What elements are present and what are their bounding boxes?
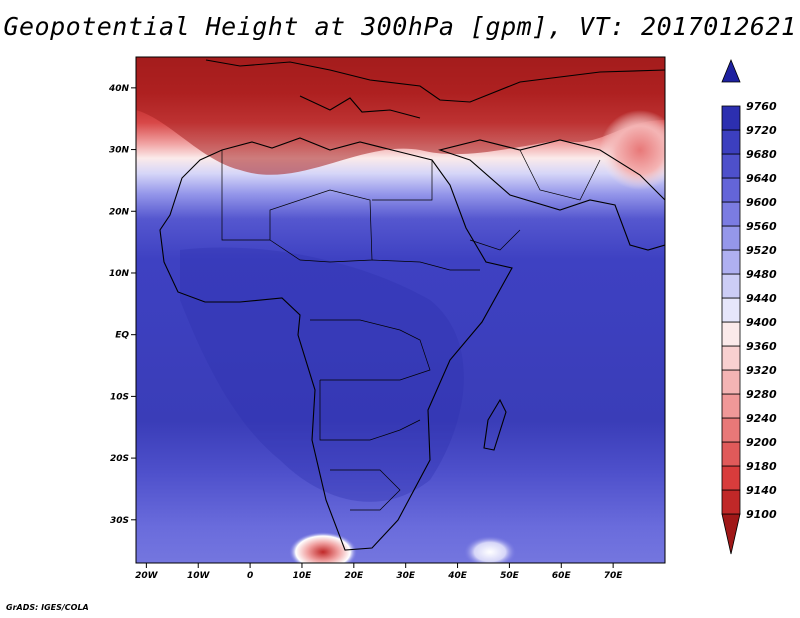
map-frame bbox=[135, 56, 666, 564]
colorbar-label: 9180 bbox=[746, 460, 777, 473]
central-africa-low bbox=[180, 247, 464, 502]
lon-tick-label: 70E bbox=[604, 571, 624, 581]
colorbar-segment bbox=[721, 105, 741, 131]
horn-borders bbox=[469, 229, 521, 251]
colorbar-segment bbox=[721, 513, 741, 555]
colorbar-label: 9600 bbox=[746, 196, 777, 209]
colorbar: 9100 9140 9180 9200 9240 9280 9320 9360 9400 9440… bbox=[721, 58, 777, 555]
map-title: Geopotential Height at 300hPa [gpm], VT:… bbox=[3, 12, 797, 41]
colorbar-label: 9520 bbox=[746, 244, 777, 257]
colorbar-label: 9100 bbox=[746, 508, 777, 521]
colorbar-segment bbox=[721, 369, 741, 395]
colorbar-segment bbox=[721, 297, 741, 323]
lon-tick-label: 60E bbox=[552, 571, 572, 581]
lon-tick-label: 20W bbox=[135, 571, 159, 581]
lon-tick-label: 20E bbox=[344, 571, 364, 581]
colorbar-label: 9760 bbox=[746, 100, 777, 113]
coastlines bbox=[159, 59, 665, 551]
colorbar-segment bbox=[721, 249, 741, 275]
colorbar-segment bbox=[721, 393, 741, 419]
lon-tick-label: 50E bbox=[500, 571, 520, 581]
lat-tick-label: 20N bbox=[109, 207, 130, 217]
map-panel bbox=[136, 57, 665, 563]
colorbar-label: 9240 bbox=[746, 412, 777, 425]
lat-tick-label: 30S bbox=[110, 516, 129, 526]
country-borders bbox=[221, 149, 601, 511]
lon-tick-label: 30E bbox=[396, 571, 416, 581]
colorbar-label: 9400 bbox=[746, 316, 777, 329]
subtropical-ridge bbox=[136, 57, 665, 175]
colorbar-segment bbox=[721, 321, 741, 347]
colorbar-segment bbox=[721, 441, 741, 467]
central-borders bbox=[310, 319, 431, 381]
colorbar-segment bbox=[721, 417, 741, 443]
longitude-axis: 20W 10W 0 10E 20E 30E 40E 50E 60E 70E bbox=[135, 563, 623, 581]
africa-coastline bbox=[159, 137, 513, 551]
indian-ocean-high-spot bbox=[464, 536, 516, 563]
colorbar-segment bbox=[721, 489, 741, 515]
colorbar-segment bbox=[721, 273, 741, 299]
colorbar-segment bbox=[721, 225, 741, 251]
north-africa-borders bbox=[221, 150, 373, 263]
cape-high-spot bbox=[289, 532, 357, 563]
colorbar-label: 9440 bbox=[746, 292, 777, 305]
latitude-axis: 40N 30N 20N 10N EQ 10S 20S 30S bbox=[108, 84, 136, 526]
colorbar-segment bbox=[721, 465, 741, 491]
lon-tick-label: 10E bbox=[293, 571, 313, 581]
lon-tick-label: 0 bbox=[247, 571, 253, 581]
colorbar-segment bbox=[721, 129, 741, 155]
colorbar-segment bbox=[721, 201, 741, 227]
lat-tick-label: 10S bbox=[110, 392, 129, 402]
colorbar-segment bbox=[721, 58, 741, 83]
south-africa-borders bbox=[330, 469, 401, 511]
lat-tick-label: EQ bbox=[115, 331, 129, 341]
southern-borders bbox=[319, 380, 421, 441]
colorbar-segment bbox=[721, 177, 741, 203]
lat-tick-label: 10N bbox=[109, 269, 130, 279]
middle-east-borders bbox=[519, 149, 601, 201]
credit-label: GrADS: IGES/COLA bbox=[6, 603, 89, 612]
colorbar-segment bbox=[721, 345, 741, 371]
colorbar-label: 9360 bbox=[746, 340, 777, 353]
arabian-sea-ridge bbox=[600, 110, 665, 190]
egypt-border bbox=[372, 160, 433, 201]
colorbar-segment bbox=[721, 153, 741, 179]
colorbar-label: 9640 bbox=[746, 172, 777, 185]
europe-coastline bbox=[205, 59, 665, 103]
colorbar-label: 9560 bbox=[746, 220, 777, 233]
mediterranean-coast bbox=[299, 95, 421, 119]
colorbar-label: 9480 bbox=[746, 268, 777, 281]
lon-tick-label: 40E bbox=[447, 571, 468, 581]
colorbar-label: 9140 bbox=[746, 484, 777, 497]
colorbar-label: 9720 bbox=[746, 124, 777, 137]
arabia-india-coastline bbox=[438, 139, 665, 251]
sahel-borders bbox=[371, 259, 480, 271]
colorbar-label: 9280 bbox=[746, 388, 777, 401]
lat-tick-label: 40N bbox=[108, 84, 130, 94]
colorbar-label: 9200 bbox=[746, 436, 777, 449]
madagascar-coastline bbox=[483, 398, 507, 451]
colorbar-label: 9680 bbox=[746, 148, 777, 161]
lat-tick-label: 30N bbox=[109, 146, 130, 156]
colorbar-label: 9320 bbox=[746, 364, 777, 377]
lat-tick-label: 20S bbox=[110, 454, 129, 464]
lon-tick-label: 10W bbox=[187, 571, 211, 581]
